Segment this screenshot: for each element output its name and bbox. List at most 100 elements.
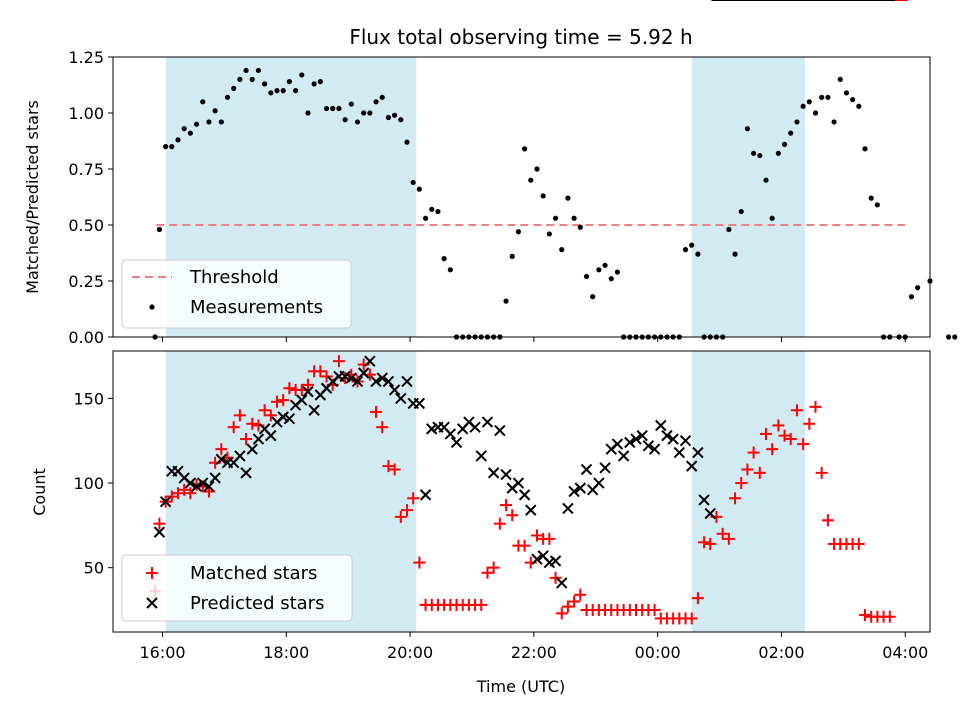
top-y-tick-label: 1.25 bbox=[68, 48, 104, 67]
matched-star-point bbox=[388, 463, 401, 476]
matched-legend-label: Matched stars bbox=[190, 563, 317, 584]
matched-star-point bbox=[394, 510, 407, 523]
measurement-point bbox=[354, 119, 361, 125]
predicted-star-point bbox=[512, 477, 525, 489]
measurement-point bbox=[237, 76, 243, 82]
matched-star-point bbox=[729, 492, 742, 505]
measurement-point bbox=[856, 103, 862, 109]
top-legend: Threshold Measurements bbox=[121, 259, 352, 329]
matched-star-point bbox=[277, 394, 290, 407]
measurement-point bbox=[280, 88, 286, 94]
predicted-star-point bbox=[283, 413, 296, 425]
matched-star-point bbox=[716, 527, 729, 540]
predicted-star-point bbox=[450, 436, 463, 449]
measurement-point bbox=[812, 110, 819, 116]
matched-star-point bbox=[320, 370, 333, 383]
measurement-point bbox=[224, 94, 231, 100]
measurement-point bbox=[255, 67, 262, 74]
matched-star-point bbox=[178, 483, 191, 496]
predicted-star-point bbox=[240, 467, 252, 479]
measurement-point bbox=[231, 85, 237, 91]
predicted-star-point bbox=[593, 477, 605, 489]
bottom-y-axis-label: Count bbox=[30, 468, 49, 516]
matched-star-point bbox=[530, 529, 543, 542]
top-y-tick-label: 0.50 bbox=[68, 216, 104, 235]
measurement-point bbox=[422, 215, 429, 221]
top-y-tick-label: 1.00 bbox=[68, 104, 104, 123]
matched-star-point bbox=[271, 395, 284, 408]
measurement-point bbox=[429, 206, 435, 212]
predicted-star-point bbox=[617, 450, 630, 462]
predicted-star-point bbox=[302, 385, 314, 398]
measurement-point bbox=[311, 81, 317, 87]
measurement-point bbox=[583, 273, 590, 280]
predicted-star-point bbox=[525, 504, 537, 516]
bottom-y-tick-label: 150 bbox=[73, 389, 104, 408]
measurement-point bbox=[769, 215, 775, 221]
top-legend-box bbox=[121, 259, 352, 329]
predicted-star-point bbox=[370, 375, 382, 388]
measurement-point bbox=[602, 262, 608, 268]
predicted-star-point bbox=[599, 462, 611, 474]
measurement-point bbox=[874, 202, 880, 208]
predicted-star-point bbox=[246, 443, 258, 455]
matched-star-point bbox=[759, 427, 772, 440]
matched-star-point bbox=[518, 539, 531, 552]
measurement-point bbox=[726, 226, 732, 233]
measurement-point bbox=[156, 226, 163, 233]
matched-star-point bbox=[246, 417, 259, 430]
measurement-point bbox=[695, 251, 701, 257]
measurement-point bbox=[398, 117, 404, 123]
matched-star-point bbox=[165, 490, 178, 503]
matched-star-point bbox=[815, 466, 828, 479]
measurement-point bbox=[908, 294, 915, 300]
predicted-star-point bbox=[308, 404, 320, 416]
predicted-star-point bbox=[376, 372, 388, 384]
measurement-point bbox=[590, 294, 596, 300]
measurements-legend-marker bbox=[149, 304, 155, 310]
matched-star-point bbox=[753, 466, 766, 479]
measurement-point bbox=[546, 231, 552, 237]
x-tick-label: 16:00 bbox=[139, 643, 185, 662]
measurement-point bbox=[305, 110, 311, 116]
measurement-point bbox=[169, 144, 175, 150]
top-axes-frame bbox=[112, 56, 931, 338]
matched-star-point bbox=[543, 532, 556, 545]
measurement-point bbox=[565, 195, 571, 201]
predicted-legend-marker bbox=[146, 597, 158, 609]
measurement-point bbox=[559, 247, 565, 253]
matched-star-point bbox=[685, 612, 698, 625]
measurement-point bbox=[206, 119, 212, 125]
predicted-star-point bbox=[661, 429, 673, 442]
measurement-point bbox=[200, 99, 206, 105]
matched-star-point bbox=[264, 409, 277, 422]
matched-star-point bbox=[821, 514, 834, 527]
top-y-tick-label: 0.00 bbox=[68, 328, 104, 347]
measurement-point bbox=[757, 152, 763, 159]
bottom-y-tick-label: 100 bbox=[73, 474, 104, 493]
predicted-star-point bbox=[209, 472, 221, 484]
matched-star-point bbox=[852, 537, 865, 550]
predicted-star-point bbox=[444, 428, 457, 440]
measurement-point bbox=[534, 166, 540, 172]
matched-star-point bbox=[407, 492, 420, 505]
predicted-star-point bbox=[413, 397, 426, 410]
matched-star-point bbox=[400, 504, 413, 517]
predicted-star-point bbox=[500, 468, 512, 481]
matched-star-point bbox=[500, 499, 513, 512]
matched-star-point bbox=[691, 592, 704, 605]
predicted-star-point bbox=[686, 460, 698, 472]
bottom-shaded-region-1 bbox=[691, 351, 805, 632]
measurement-point bbox=[577, 224, 583, 230]
measurement-point bbox=[330, 105, 336, 112]
measurement-point bbox=[268, 90, 274, 96]
measurement-point bbox=[249, 76, 255, 82]
matched-star-point bbox=[568, 595, 581, 608]
measurement-point bbox=[744, 126, 751, 132]
matched-star-point bbox=[561, 600, 574, 613]
measurement-point bbox=[361, 110, 367, 116]
predicted-star-point bbox=[234, 450, 246, 462]
predicted-star-point bbox=[636, 429, 648, 442]
matched-star-point bbox=[301, 378, 314, 391]
bottom-legend: Matched stars Predicted stars bbox=[121, 554, 353, 622]
